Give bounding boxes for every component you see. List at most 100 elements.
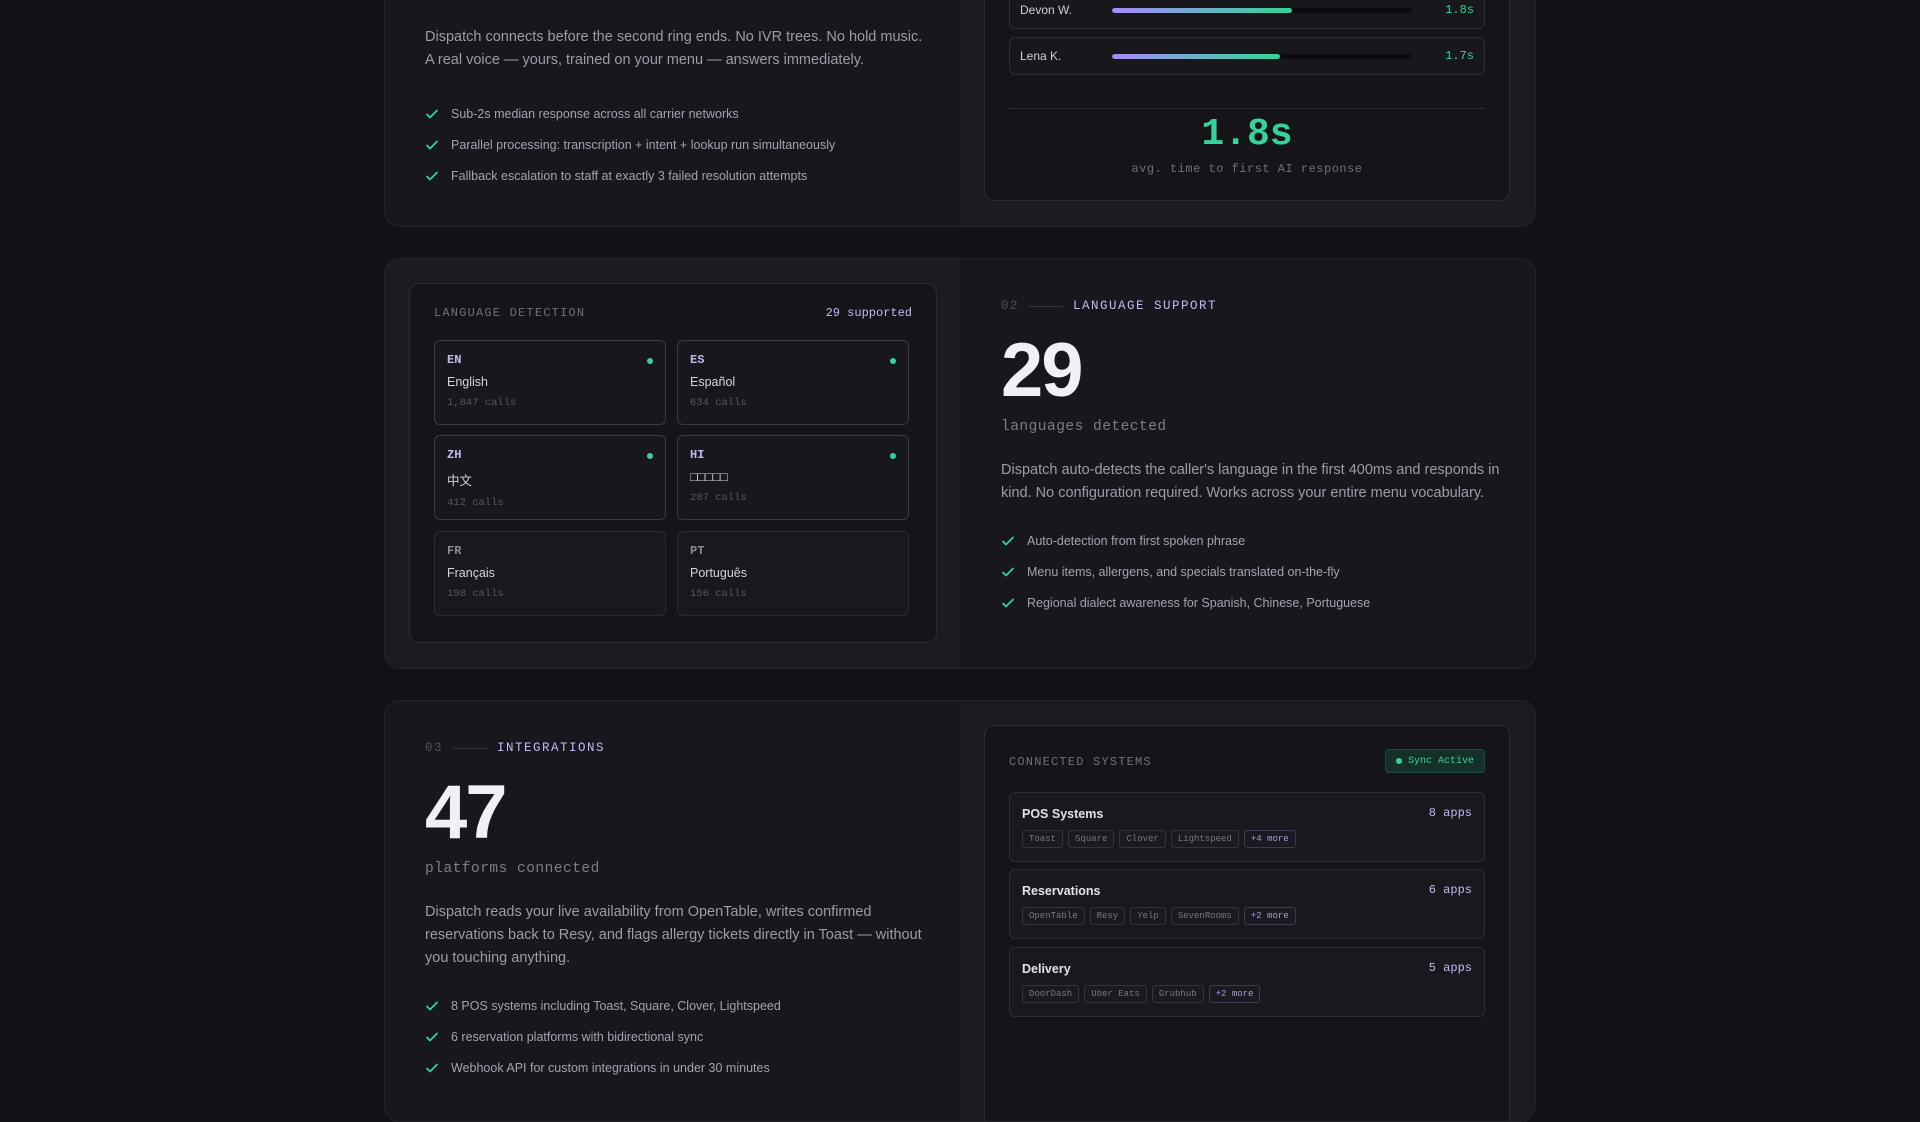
active-status-dot [647,358,653,364]
system-group-delivery[interactable]: Delivery 5 apps DoorDash Uber Eats Grubh… [1009,947,1485,1017]
language-detection-panel: LANGUAGE DETECTION 29 supported EN Engli… [409,283,937,643]
avg-response-value: 1.8s [1201,113,1293,156]
language-tile-en[interactable]: EN English 1,847 calls [434,340,666,425]
section-label: LANGUAGE SUPPORT [1073,299,1218,313]
language-name: Français [447,566,495,580]
language-code: ZH [447,448,462,462]
feature-text: Parallel processing: transcription + int… [451,137,836,152]
agent-name: Devon W. [1020,3,1073,17]
languages-caption: languages detected [1001,419,1167,435]
integrations-caption: platforms connected [425,861,600,877]
language-calls: 156 calls [690,588,747,600]
active-status-dot [890,453,896,459]
section-eyebrow: 02 LANGUAGE SUPPORT [1001,299,1501,313]
system-group-name: Reservations [1022,884,1101,898]
language-calls: 287 calls [690,492,747,504]
check-icon [426,109,438,118]
more-tags-link[interactable]: +4 more [1243,830,1296,848]
system-tag: Uber Eats [1084,985,1147,1003]
avg-response-label: avg. time to first AI response [1131,162,1363,176]
language-code: FR [447,544,462,558]
check-icon [426,1032,438,1041]
section-label: INTEGRATIONS [497,741,606,755]
connected-systems-panel: CONNECTED SYSTEMS Sync Active POS System… [984,725,1510,1121]
feature-item: Parallel processing: transcription + int… [425,129,925,160]
sync-status-badge: Sync Active [1384,749,1485,773]
supported-count-badge: 29 supported [825,306,912,320]
active-status-dot [647,453,653,459]
connected-systems-pane: CONNECTED SYSTEMS Sync Active POS System… [960,701,1535,1121]
feature-item: 8 POS systems including Toast, Square, C… [425,990,925,1021]
system-tag: SevenRooms [1170,907,1239,925]
divider [1009,108,1485,109]
system-group-count: 5 apps [1428,961,1472,975]
language-tile-es[interactable]: ES Español 634 calls [677,340,909,425]
system-tag: Resy [1089,907,1126,925]
system-tag: DoorDash [1022,985,1080,1003]
eyebrow-line [1029,305,1064,307]
language-detection-pane: LANGUAGE DETECTION 29 supported EN Engli… [385,259,960,668]
system-group-name: POS Systems [1022,807,1104,821]
status-dot [1395,758,1402,764]
response-bar-fill [1112,7,1292,13]
integrations-text-column: 03 INTEGRATIONS 47 platforms connected D… [425,741,925,1083]
system-tag-list: DoorDash Uber Eats Grubhub +2 more [1022,985,1261,1003]
check-icon [1002,567,1014,576]
feature-text: Webhook API for custom integrations in u… [451,1060,770,1075]
panel-title: CONNECTED SYSTEMS [1009,755,1152,769]
active-status-dot [890,358,896,364]
languages-count: 29 [1001,328,1084,413]
more-tags-link[interactable]: +2 more [1208,985,1261,1003]
response-text-column: Dispatch connects before the second ring… [425,26,925,191]
system-tag: Lightspeed [1170,830,1239,848]
language-text-column: 02 LANGUAGE SUPPORT 29 languages detecte… [1001,299,1501,618]
language-tile-zh[interactable]: ZH 中文 412 calls [434,435,666,520]
feature-text: Regional dialect awareness for Spanish, … [1027,595,1371,610]
response-time-panel: Devon W. 1.8s Lena K. 1.7s 1.8s avg. tim… [984,0,1510,201]
section-number: 02 [1001,299,1020,313]
language-support-card: LANGUAGE DETECTION 29 supported EN Engli… [384,258,1536,669]
language-name: 中文 [447,474,473,488]
integrations-count: 47 [425,770,508,855]
feature-item: Auto-detection from first spoken phrase [1001,525,1501,556]
language-code: ES [690,353,705,367]
system-tag-list: Toast Square Clover Lightspeed +4 more [1022,830,1296,848]
system-tag-list: OpenTable Resy Yelp SevenRooms +2 more [1022,907,1296,925]
integrations-paragraph: Dispatch reads your live availability fr… [425,904,922,966]
system-group-pos[interactable]: POS Systems 8 apps Toast Square Clover L… [1009,792,1485,862]
feature-item: Webhook API for custom integrations in u… [425,1052,925,1083]
feature-item: Regional dialect awareness for Spanish, … [1001,587,1501,618]
panel-title: LANGUAGE DETECTION [434,306,586,320]
check-icon [1002,536,1014,545]
response-bar-track [1112,53,1412,59]
feature-item: Menu items, allergens, and specials tran… [1001,556,1501,587]
feature-text: 8 POS systems including Toast, Square, C… [451,998,781,1013]
sync-status-label: Sync Active [1407,755,1474,767]
system-group-name: Delivery [1022,962,1071,976]
language-feature-list: Auto-detection from first spoken phrase … [1001,525,1501,618]
system-tag: OpenTable [1022,907,1085,925]
integrations-card: CONNECTED SYSTEMS Sync Active POS System… [384,700,1536,1122]
system-group-reservations[interactable]: Reservations 6 apps OpenTable Resy Yelp … [1009,869,1485,939]
response-feature-list: Sub-2s median response across all carrie… [425,98,925,191]
response-paragraph: Dispatch connects before the second ring… [425,29,923,68]
response-value: 1.8s [1445,3,1474,17]
check-icon [426,140,438,149]
integrations-feature-list: 8 POS systems including Toast, Square, C… [425,990,925,1083]
language-tile-hi[interactable]: HI □□□□□ 287 calls [677,435,909,520]
response-time-card: Devon W. 1.8s Lena K. 1.7s 1.8s avg. tim… [384,0,1536,227]
language-code: EN [447,353,462,367]
language-name: □□□□□ [690,470,728,484]
language-tile-pt[interactable]: PT Português 156 calls [677,531,909,616]
language-calls: 634 calls [690,397,747,409]
feature-text: Auto-detection from first spoken phrase [1027,533,1246,548]
language-tile-fr[interactable]: FR Français 198 calls [434,531,666,616]
language-name: Español [690,375,736,389]
feature-text: 6 reservation platforms with bidirection… [451,1029,704,1044]
check-icon [426,171,438,180]
feature-text: Menu items, allergens, and specials tran… [1027,564,1340,579]
system-tag: Yelp [1130,907,1166,925]
more-tags-link[interactable]: +2 more [1243,907,1296,925]
system-group-count: 6 apps [1428,883,1472,897]
section-eyebrow: 03 INTEGRATIONS [425,741,925,755]
